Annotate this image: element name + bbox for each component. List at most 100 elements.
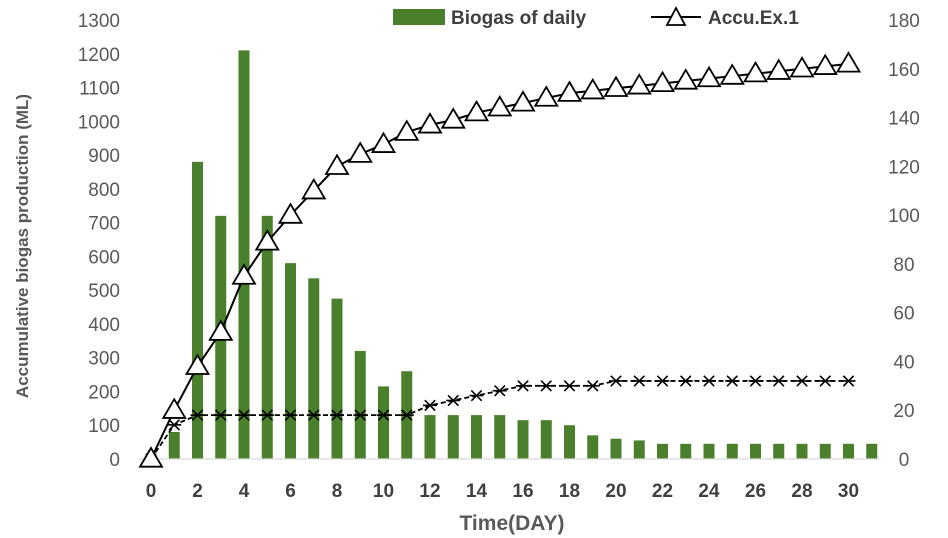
point-accu	[533, 85, 559, 107]
y-tick-label: 400	[88, 315, 120, 336]
y-tick-label: 100	[88, 416, 120, 437]
point-accu	[161, 397, 187, 419]
point-accu	[394, 119, 420, 141]
y-tick-label: 700	[88, 214, 120, 235]
point-accu	[463, 99, 490, 122]
y-tick-label: 900	[88, 146, 120, 167]
point-accu	[580, 77, 606, 100]
y2-tick-label: 180	[888, 11, 920, 32]
y-tick-label: 500	[88, 281, 120, 302]
bar	[285, 263, 296, 459]
y2-tick-label: 60	[893, 304, 914, 325]
point-asterisk	[260, 409, 275, 421]
point-accu	[766, 58, 792, 80]
point-asterisk	[190, 409, 205, 421]
x-tick-label: 10	[373, 481, 394, 502]
point-accu	[301, 177, 327, 200]
x-tick-label: 16	[512, 481, 533, 502]
bar	[424, 415, 436, 459]
point-accu	[603, 75, 629, 97]
point-asterisk	[283, 409, 298, 421]
bar	[517, 420, 529, 459]
bar	[331, 298, 343, 459]
bar	[238, 50, 250, 460]
bar	[843, 443, 854, 459]
bar	[657, 443, 668, 459]
x-tick-label: 30	[838, 481, 859, 502]
x-tick-label: 4	[239, 481, 250, 502]
point-asterisk	[795, 375, 809, 387]
bar	[819, 443, 831, 459]
point-asterisk	[748, 375, 763, 387]
y-axis-title: Accumulative biogas production (ML)	[13, 94, 32, 398]
point-accu	[370, 131, 397, 153]
bar	[750, 443, 761, 459]
bar	[308, 278, 320, 459]
point-accu	[626, 73, 652, 95]
point-accu	[835, 51, 862, 73]
point-asterisk	[167, 419, 182, 431]
point-asterisk	[632, 375, 647, 387]
y-tick-label: 800	[88, 180, 120, 201]
bar	[447, 415, 459, 459]
bar	[587, 435, 599, 459]
point-asterisk	[725, 375, 740, 387]
point-accu	[649, 70, 676, 93]
point-asterisk	[353, 409, 368, 421]
point-asterisk	[702, 375, 716, 387]
point-accu	[556, 80, 583, 102]
point-accu	[673, 68, 699, 90]
x-tick-label: 18	[559, 481, 580, 502]
x-tick-label: 28	[791, 481, 812, 502]
bar	[354, 350, 366, 459]
y2-tick-label: 140	[888, 109, 920, 130]
y2-tick-label: 40	[893, 352, 914, 373]
bar	[192, 161, 203, 460]
bar	[471, 415, 482, 459]
point-asterisk	[306, 409, 321, 421]
point-accu	[208, 319, 234, 341]
x-tick-label: 14	[466, 481, 488, 502]
point-accu	[812, 53, 838, 75]
point-asterisk	[237, 409, 251, 421]
point-accu	[789, 56, 815, 78]
point-accu	[184, 353, 211, 375]
point-accu	[277, 202, 304, 224]
point-accu	[324, 153, 350, 175]
point-accu	[347, 141, 373, 163]
point-asterisk	[446, 394, 461, 407]
point-asterisk	[655, 375, 670, 387]
bar	[703, 443, 715, 459]
bar	[680, 443, 692, 459]
y2-tick-label: 160	[888, 60, 920, 81]
bar	[168, 431, 180, 459]
y2-tick-label: 120	[888, 157, 920, 178]
point-accu	[417, 112, 443, 134]
point-asterisk	[423, 399, 437, 412]
point-asterisk	[516, 380, 530, 392]
point-accu	[696, 65, 722, 88]
point-asterisk	[213, 409, 228, 421]
plot-area: 0100200300400500600700800900100011001200…	[78, 11, 920, 502]
x-tick-label: 24	[698, 481, 720, 502]
x-tick-label: 0	[146, 481, 157, 502]
point-accu	[254, 229, 280, 251]
y2-tick-label: 0	[899, 450, 910, 471]
bar	[633, 440, 645, 459]
point-asterisk	[492, 384, 507, 397]
x-axis-title: Time(DAY)	[459, 512, 564, 535]
point-asterisk	[376, 409, 391, 421]
y-tick-label: 1300	[78, 11, 120, 32]
bar	[378, 386, 389, 459]
legend-label-biogas-daily: Biogas of daily	[451, 8, 587, 29]
y-tick-label: 1200	[78, 45, 120, 66]
y-tick-label: 600	[88, 247, 120, 268]
point-accu	[742, 60, 769, 83]
y-tick-label: 0	[109, 450, 120, 471]
point-asterisk	[609, 375, 623, 387]
point-asterisk	[585, 380, 600, 392]
point-accu	[510, 90, 536, 112]
legend: Biogas of daily Accu.Ex.1	[393, 6, 799, 29]
point-accu	[719, 63, 745, 85]
point-asterisk	[399, 409, 414, 421]
